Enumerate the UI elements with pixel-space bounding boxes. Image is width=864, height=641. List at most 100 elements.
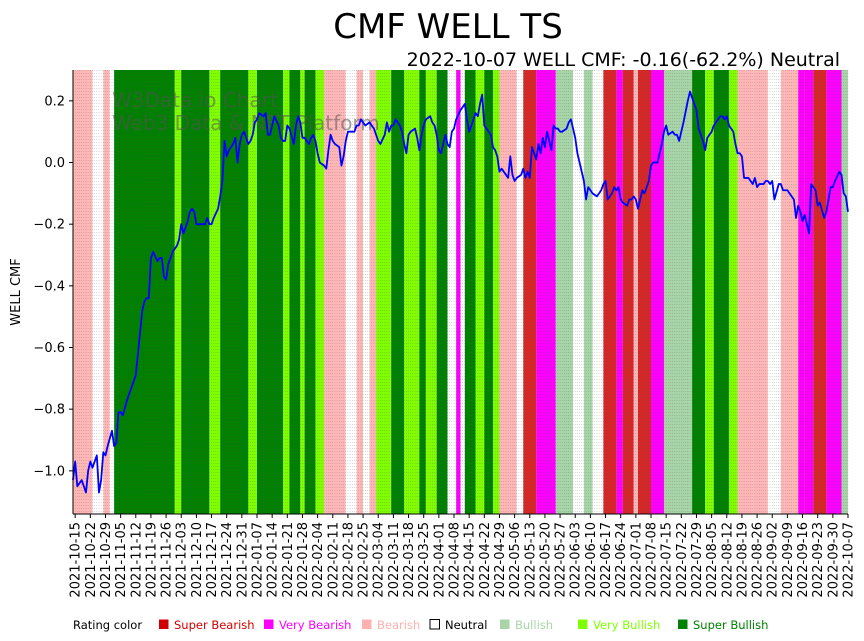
x-tick-label: 2021-11-26 — [160, 522, 175, 598]
legend-swatch — [500, 619, 510, 629]
x-tick-label: 2022-02-25 — [357, 522, 372, 598]
x-tick-label: 2022-06-10 — [584, 522, 599, 598]
rating-band-bearish — [369, 70, 377, 514]
watermark-line: W3Data.io Chart — [112, 88, 278, 112]
x-tick-label: 2022-07-08 — [645, 522, 660, 598]
rating-band-super-bullish — [391, 70, 405, 514]
legend-item: Very Bullish — [593, 618, 660, 632]
rating-band-bullish — [555, 70, 574, 514]
x-tick-label: 2022-01-28 — [296, 522, 311, 598]
rating-band-neutral — [109, 70, 115, 514]
x-tick-label: 2022-05-20 — [538, 522, 553, 598]
rating-band-very-bearish — [456, 70, 461, 514]
rating-band-very-bullish — [174, 70, 182, 514]
y-tick-label: −0.6 — [33, 341, 65, 356]
legend-swatch — [429, 619, 440, 630]
legend-item: Neutral — [445, 618, 487, 632]
rating-band-very-bullish — [705, 70, 714, 514]
rating-band-very-bullish — [728, 70, 738, 514]
y-tick-label: −0.4 — [33, 279, 65, 294]
x-tick-label: 2022-06-17 — [599, 522, 614, 598]
x-tick-label: 2022-06-24 — [614, 522, 629, 598]
x-tick-label: 2021-12-31 — [235, 522, 250, 598]
rating-band-bearish — [780, 70, 799, 514]
rating-band-neutral — [363, 70, 370, 514]
y-tick-label: −0.8 — [33, 403, 65, 418]
rating-band-super-bullish — [464, 70, 476, 514]
x-tick-label: 2022-03-25 — [417, 522, 432, 598]
x-tick-label: 2022-08-12 — [720, 522, 735, 598]
rating-band-neutral — [345, 70, 357, 514]
rating-band-very-bullish — [248, 70, 258, 514]
x-tick-label: 2022-07-15 — [660, 522, 675, 598]
x-tick-label: 2022-08-05 — [705, 522, 720, 598]
x-tick-label: 2022-07-22 — [675, 522, 690, 598]
x-tick-label: 2021-10-29 — [99, 522, 114, 598]
legend-item: Bearish — [377, 618, 420, 632]
rating-band-bullish — [841, 70, 848, 514]
x-tick-label: 2022-07-01 — [629, 522, 644, 598]
x-tick-label: 2021-10-22 — [84, 522, 99, 598]
x-tick-label: 2022-01-07 — [251, 522, 266, 598]
rating-band-neutral — [592, 70, 604, 514]
rating-band-super-bearish — [523, 70, 537, 514]
x-tick-label: 2022-05-13 — [523, 522, 538, 598]
rating-band-bearish — [103, 70, 110, 514]
rating-band-very-bearish — [804, 70, 814, 514]
rating-band-super-bullish — [114, 70, 175, 514]
rating-band-very-bearish — [651, 70, 664, 514]
rating-band-super-bullish — [436, 70, 448, 514]
legend-label: Rating color — [73, 618, 142, 632]
rating-band-bullish — [583, 70, 593, 514]
x-tick-label: 2022-07-29 — [690, 522, 705, 598]
rating-band-super-bearish — [603, 70, 617, 514]
legend-item: Very Bearish — [279, 618, 351, 632]
legend-swatch — [159, 619, 169, 629]
x-tick-label: 2022-05-27 — [554, 522, 569, 598]
x-tick-label: 2022-04-29 — [493, 522, 508, 598]
x-tick-label: 2021-11-12 — [129, 522, 144, 598]
x-tick-label: 2022-02-18 — [341, 522, 356, 598]
x-tick-label: 2021-10-15 — [69, 522, 84, 598]
chart-subtitle: 2022-10-07 WELL CMF: -0.16(-62.2%) Neutr… — [407, 49, 840, 71]
y-axis-label: WELL CMF — [9, 258, 24, 325]
x-tick-label: 2022-09-02 — [766, 522, 781, 598]
chart-title: CMF WELL TS — [333, 7, 563, 47]
rating-band-bullish — [663, 70, 693, 514]
x-tick-label: 2022-10-07 — [842, 522, 857, 598]
rating-band-super-bullish — [419, 70, 426, 514]
rating-band-super-bullish — [304, 70, 316, 514]
legend-swatch — [578, 619, 588, 629]
x-tick-label: 2022-04-22 — [478, 522, 493, 598]
legend-item: Bullish — [515, 618, 553, 632]
x-tick-label: 2022-03-18 — [402, 522, 417, 598]
x-tick-label: 2022-08-19 — [735, 522, 750, 598]
x-tick-label: 2022-05-06 — [508, 522, 523, 598]
rating-band-very-bullish — [209, 70, 221, 514]
rating-band-super-bearish — [622, 70, 634, 514]
x-tick-label: 2022-02-11 — [326, 522, 341, 598]
x-tick-label: 2021-11-19 — [144, 522, 159, 598]
rating-band-super-bullish — [289, 70, 301, 514]
x-tick-label: 2021-12-24 — [220, 522, 235, 598]
x-tick-label: 2022-06-03 — [569, 522, 584, 598]
rating-band-bearish — [633, 70, 639, 514]
x-tick-label: 2022-02-04 — [311, 522, 326, 598]
x-tick-label: 2022-01-14 — [266, 522, 281, 598]
rating-band-neutral — [573, 70, 584, 514]
x-tick-label: 2021-12-03 — [175, 522, 190, 598]
x-tick-label: 2022-09-30 — [826, 522, 841, 598]
rating-band-bearish — [737, 70, 753, 514]
rating-band-very-bearish — [826, 70, 842, 514]
x-tick-label: 2021-12-10 — [190, 522, 205, 598]
rating-band-very-bullish — [475, 70, 485, 514]
legend-swatch — [264, 619, 274, 629]
x-tick-label: 2022-04-08 — [448, 522, 463, 598]
rating-band-super-bullish — [484, 70, 493, 514]
x-tick-label: 2022-09-23 — [811, 522, 826, 598]
rating-band-super-bullish — [257, 70, 283, 514]
y-tick-label: 0.0 — [44, 156, 65, 171]
rating-band-bearish — [88, 70, 93, 514]
